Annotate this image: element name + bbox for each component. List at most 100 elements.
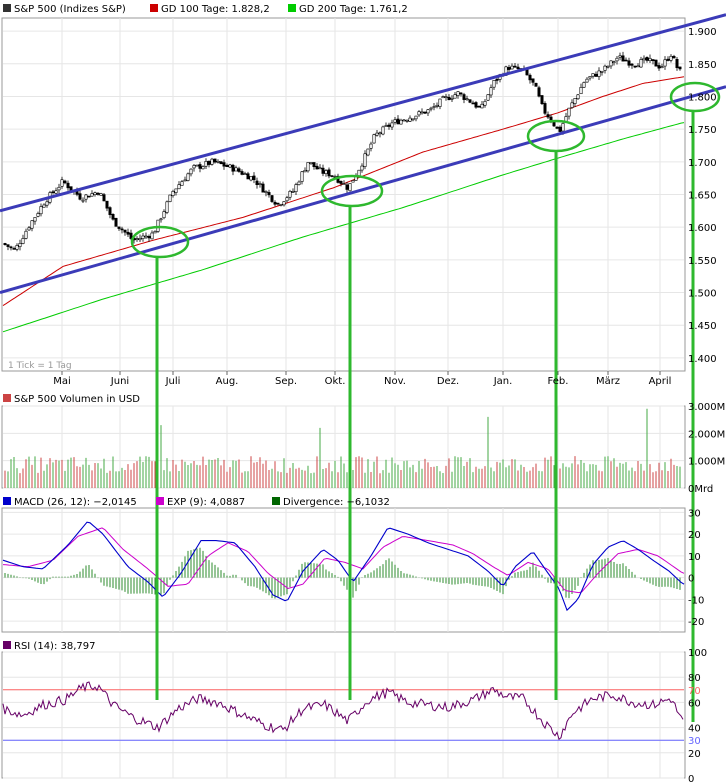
rsi-panel-frame [1, 651, 686, 779]
candle-body [573, 98, 577, 104]
legend-macd: MACD (26, 12): −2,0145 [14, 497, 137, 508]
month-label: Nov. [384, 376, 406, 387]
candle-body [483, 101, 487, 106]
candle-body [210, 158, 214, 165]
candle-body [66, 182, 70, 189]
candle-body [84, 194, 88, 200]
legend-gd200: GD 200 Tage: 1.761,2 [299, 4, 408, 15]
candle-body [591, 73, 595, 77]
candle-body [150, 232, 154, 240]
candle-body [393, 119, 397, 123]
candle-body [93, 192, 97, 196]
candle-body [156, 219, 160, 232]
candle-body [291, 191, 295, 193]
rsi-line [2, 681, 684, 741]
candle-body [249, 176, 253, 181]
candle-body [351, 180, 355, 183]
candle-body [15, 245, 19, 250]
candle-body [561, 123, 565, 132]
candle-body [642, 57, 646, 61]
candle-body [666, 58, 670, 61]
candle-body [639, 59, 643, 68]
candle-body [399, 119, 403, 125]
legend-swatch-volume [3, 394, 11, 402]
candle-body [435, 104, 439, 107]
candle-body [387, 124, 391, 127]
candle-body [276, 202, 280, 205]
candle-body [543, 103, 547, 114]
rsi-series [2, 681, 684, 741]
candle-body [510, 65, 514, 70]
candle-body [234, 167, 238, 172]
month-label: Sep. [275, 376, 297, 387]
candle-body [648, 57, 652, 61]
candle-body [279, 204, 283, 206]
candle-body [54, 190, 58, 194]
candle-body [396, 118, 400, 125]
candle-body [558, 126, 562, 132]
candle-body [33, 217, 37, 222]
candle-body [228, 164, 232, 168]
exp-line [2, 527, 685, 594]
candle-body [375, 132, 379, 136]
candle-body [447, 96, 451, 101]
legend-rsi: RSI (14): 38,797 [14, 641, 96, 652]
candle-body [414, 115, 418, 120]
candle-body [600, 70, 604, 73]
candle-body [87, 195, 91, 198]
candle-body [531, 78, 535, 83]
candle-body [231, 164, 235, 172]
candle-body [678, 66, 682, 70]
price-tick-label: 1.750 [688, 125, 717, 136]
candle-body [474, 102, 478, 108]
candle-body [105, 200, 109, 209]
month-label: Juni [110, 376, 129, 387]
candle-body [39, 206, 43, 215]
candle-body [627, 60, 631, 66]
price-tick-label: 1.550 [688, 256, 717, 267]
legend-sp500: S&P 500 (Indizes S&P) [14, 4, 126, 15]
candle-body [81, 199, 85, 202]
candle-body [138, 238, 142, 241]
candle-body [99, 193, 103, 196]
price-tick-label: 1.800 [688, 92, 717, 103]
candle-body [144, 235, 148, 238]
candle-body [42, 204, 46, 208]
candle-body [204, 161, 208, 167]
price-tick-label: 1.450 [688, 321, 717, 332]
candle-body [171, 191, 175, 196]
candle-body [21, 238, 25, 244]
candle-body [63, 180, 67, 184]
candle-body [420, 111, 424, 114]
candle-body [147, 236, 151, 239]
candle-body [669, 55, 673, 61]
macd-tick-label: 30 [688, 508, 701, 519]
candle-body [330, 175, 334, 177]
candle-body [438, 98, 442, 107]
candle-body [222, 162, 226, 167]
candle-body [378, 132, 382, 135]
candle-body [192, 165, 196, 169]
candle-body [177, 184, 181, 190]
lower-channel-line [0, 85, 726, 294]
candle-body [264, 191, 268, 193]
candle-body [318, 167, 322, 170]
candle-body [258, 183, 262, 185]
candle-body [306, 162, 310, 172]
candle-body [57, 186, 61, 191]
month-label: Juli [165, 376, 181, 387]
candle-body [471, 102, 475, 105]
candle-body [168, 194, 172, 202]
candle-body [237, 168, 241, 172]
month-label: März [596, 376, 620, 387]
candle-body [9, 246, 13, 249]
price-tick-label: 1.650 [688, 191, 717, 202]
candle-body [255, 180, 259, 185]
price-tick-label: 1.900 [688, 27, 717, 38]
candle-body [123, 229, 127, 233]
candle-body [300, 171, 304, 182]
rsi-tick-label: 80 [688, 673, 701, 684]
candle-body [441, 96, 445, 99]
legend-swatch-exp [156, 497, 164, 505]
macd-tick-label: -20 [688, 617, 704, 628]
